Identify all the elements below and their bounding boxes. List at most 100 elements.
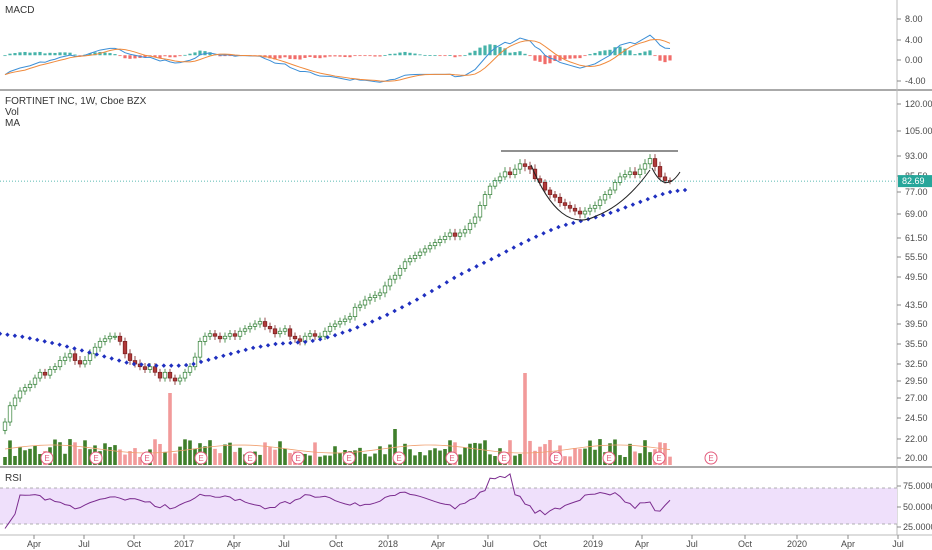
macd-histogram-bar — [158, 55, 162, 58]
earnings-marker-label: E — [44, 454, 49, 463]
candle-body — [467, 222, 473, 231]
ma-label: MA — [5, 118, 20, 129]
macd-histogram-bar — [193, 52, 197, 56]
ma-point — [243, 347, 248, 353]
handle-curve — [651, 167, 681, 183]
macd-histogram-bar — [613, 47, 617, 56]
ma-point — [675, 188, 680, 194]
macd-histogram-bar — [433, 55, 437, 57]
candle-body — [192, 356, 198, 368]
candle-body — [472, 216, 478, 224]
candle-body — [187, 366, 193, 373]
macd-tick-label: 8.00 — [905, 14, 923, 24]
ma-point — [64, 344, 70, 349]
earnings-marker — [140, 451, 154, 465]
ma-point — [250, 345, 256, 351]
macd-histogram-bar — [398, 52, 402, 56]
macd-histogram-bar — [438, 55, 442, 57]
ma-point — [608, 210, 613, 216]
volume-bar — [18, 446, 22, 465]
ma-point — [317, 337, 323, 342]
ma-point — [295, 340, 301, 345]
time-tick-label: Oct — [533, 539, 548, 549]
volume-bar — [83, 440, 87, 465]
volume-bar — [168, 393, 172, 465]
macd-line — [4, 34, 671, 83]
volume-bar — [223, 444, 227, 465]
time-tick-label: 2019 — [583, 539, 603, 549]
volume-bar — [523, 373, 527, 465]
candle-body — [222, 335, 228, 340]
ma-point — [370, 319, 375, 324]
ma-point — [340, 330, 345, 335]
ma-point — [35, 337, 40, 343]
macd-histogram-bar — [68, 52, 72, 56]
candle-body — [577, 210, 583, 215]
volume-bar — [458, 454, 462, 465]
ma-point — [414, 297, 420, 302]
earnings-marker — [291, 451, 305, 465]
candle-body — [82, 360, 88, 365]
candle-body — [322, 330, 328, 337]
volume-bar — [163, 451, 167, 465]
candle-body — [252, 323, 258, 327]
volume-bar — [73, 442, 77, 465]
candle-body — [452, 232, 458, 237]
macd-histogram-bar — [418, 54, 422, 56]
volume-bar — [133, 448, 137, 465]
candle-body — [587, 207, 593, 212]
price-tick-label: 32.50 — [905, 359, 928, 369]
earnings-marker-label: E — [198, 454, 203, 463]
ma-point — [265, 343, 271, 348]
candle-body — [382, 285, 388, 294]
macd-pane-title: MACD — [5, 5, 34, 16]
candle-body — [422, 248, 428, 253]
time-tick-label: Oct — [738, 539, 753, 549]
volume-bar — [213, 448, 217, 465]
macd-histogram-bar — [358, 55, 362, 57]
macd-histogram-bar — [523, 53, 527, 56]
candle-body — [277, 330, 283, 335]
volume-bar — [578, 448, 582, 465]
macd-histogram-bar — [413, 53, 417, 56]
candle-body — [62, 356, 68, 361]
price-scale[interactable]: 120.00105.0093.0085.5077.0069.0061.5055.… — [0, 14, 932, 532]
volume-bar — [228, 442, 232, 465]
time-scale[interactable]: Apr Jul Oct 2017 Apr Jul Oct 2018 Apr Jul Oct 2019 A… — [27, 535, 904, 549]
time-tick-label: Apr — [841, 539, 855, 549]
macd-histogram-bar — [128, 55, 132, 59]
candle-body — [327, 326, 333, 332]
candle-body — [507, 171, 513, 175]
candlesticks — [2, 154, 673, 435]
candle-body — [617, 176, 623, 183]
volume-bar — [158, 443, 162, 465]
macd-histogram-bar — [113, 54, 117, 56]
ma-point — [198, 359, 204, 365]
candle-body — [387, 278, 393, 287]
macd-histogram-bar — [408, 52, 412, 56]
candle-body — [652, 158, 658, 167]
macd-histogram-bar — [503, 48, 507, 56]
volume-bar — [308, 455, 312, 465]
candle-body — [157, 371, 163, 379]
ma-point — [221, 353, 226, 358]
macd-histogram-bar — [623, 48, 627, 56]
volume-bar — [38, 454, 42, 465]
candle-body — [227, 333, 233, 337]
price-tick-label: 43.50 — [905, 300, 928, 310]
candle-body — [637, 168, 643, 175]
volume-average-line — [4, 444, 671, 454]
macd-histogram-bar — [73, 54, 77, 56]
ma-point — [57, 342, 62, 347]
macd-histogram-bar — [478, 47, 482, 56]
earnings-marker-label: E — [247, 454, 252, 463]
ma-point — [183, 362, 189, 368]
volume-bar — [488, 454, 492, 465]
ma-point — [392, 308, 397, 314]
candle-body — [27, 383, 33, 388]
candle-body — [487, 185, 493, 195]
volume-bar — [593, 449, 597, 465]
candle-body — [127, 353, 133, 361]
candle-body — [352, 306, 358, 318]
